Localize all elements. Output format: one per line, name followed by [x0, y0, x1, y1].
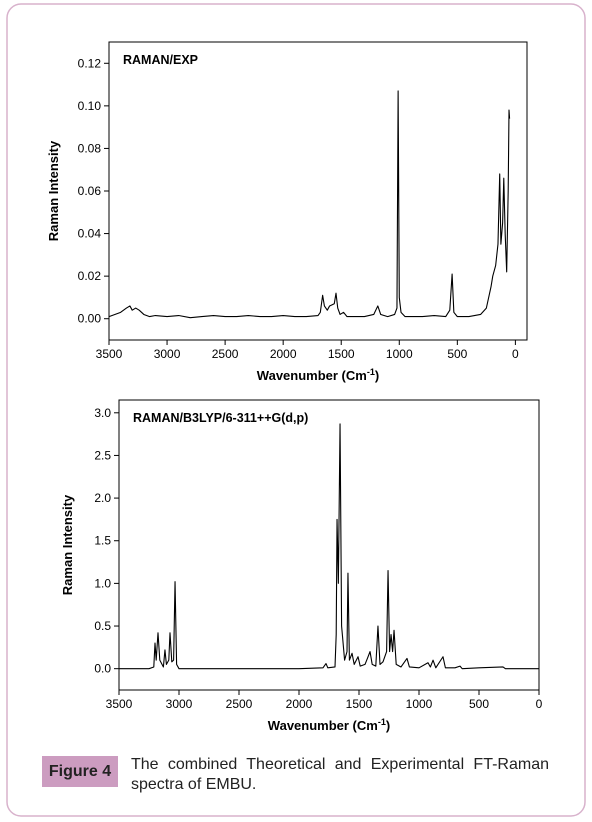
figure-label: Figure 4: [42, 756, 118, 787]
y-tick-label: 0.12: [78, 56, 102, 70]
y-tick-label: 0.0: [94, 662, 111, 676]
chart-title: RAMAN/B3LYP/6-311++G(d,p): [133, 411, 308, 425]
y-tick-label: 0.08: [78, 141, 102, 155]
x-tick-label: 3000: [154, 347, 181, 361]
x-tick-label: 0: [536, 697, 543, 711]
y-tick-label: 1.0: [94, 576, 111, 590]
figure-caption: The combined Theoretical and Experimenta…: [131, 756, 549, 793]
x-axis-label-text: Wavenumber (Cm: [268, 718, 378, 733]
x-tick-label: 1000: [386, 347, 413, 361]
x-tick-label: 0: [512, 347, 519, 361]
x-tick-label: 2000: [286, 697, 313, 711]
x-tick-label: 500: [447, 347, 467, 361]
y-tick-label: 0.04: [78, 227, 102, 241]
y-tick-label: 2.0: [94, 491, 111, 505]
y-tick-label: 1.5: [94, 534, 111, 548]
y-tick-label: 2.5: [94, 448, 111, 462]
x-tick-label: 1000: [406, 697, 433, 711]
x-tick-label: 2500: [212, 347, 239, 361]
y-axis-label: Raman Intensity: [60, 494, 75, 595]
x-axis-label-superscript: -1: [367, 367, 375, 377]
frame: [6, 3, 586, 817]
y-tick-label: 0.06: [78, 184, 102, 198]
x-axis-label-end: ): [375, 368, 379, 383]
plot-frame: [108, 41, 528, 341]
x-tick-label: 3500: [96, 347, 123, 361]
x-axis-label: Wavenumber (Cm-1): [257, 367, 379, 383]
x-tick-label: 3000: [166, 697, 193, 711]
x-tick-label: 1500: [346, 697, 373, 711]
x-axis-label-end: ): [386, 718, 390, 733]
x-axis-label-text: Wavenumber (Cm: [257, 368, 367, 383]
y-tick-label: 3.0: [94, 406, 111, 420]
chart-title: RAMAN/EXP: [123, 53, 198, 67]
x-tick-label: 2500: [226, 697, 253, 711]
y-tick-label: 0.5: [94, 619, 111, 633]
y-tick-label: 0.02: [78, 269, 102, 283]
spectrum-line: [108, 90, 511, 319]
x-axis-label: Wavenumber (Cm-1): [268, 717, 390, 733]
x-tick-label: 2000: [270, 347, 297, 361]
x-axis-label-superscript: -1: [378, 717, 386, 727]
plot-frame: [118, 399, 540, 691]
y-tick-label: 0.10: [78, 99, 102, 113]
x-tick-label: 3500: [106, 697, 133, 711]
y-tick-label: 0.00: [78, 312, 102, 326]
spectrum-line: [119, 423, 539, 670]
x-tick-label: 500: [469, 697, 489, 711]
y-axis-label: Raman Intensity: [46, 140, 61, 241]
x-tick-label: 1500: [328, 347, 355, 361]
